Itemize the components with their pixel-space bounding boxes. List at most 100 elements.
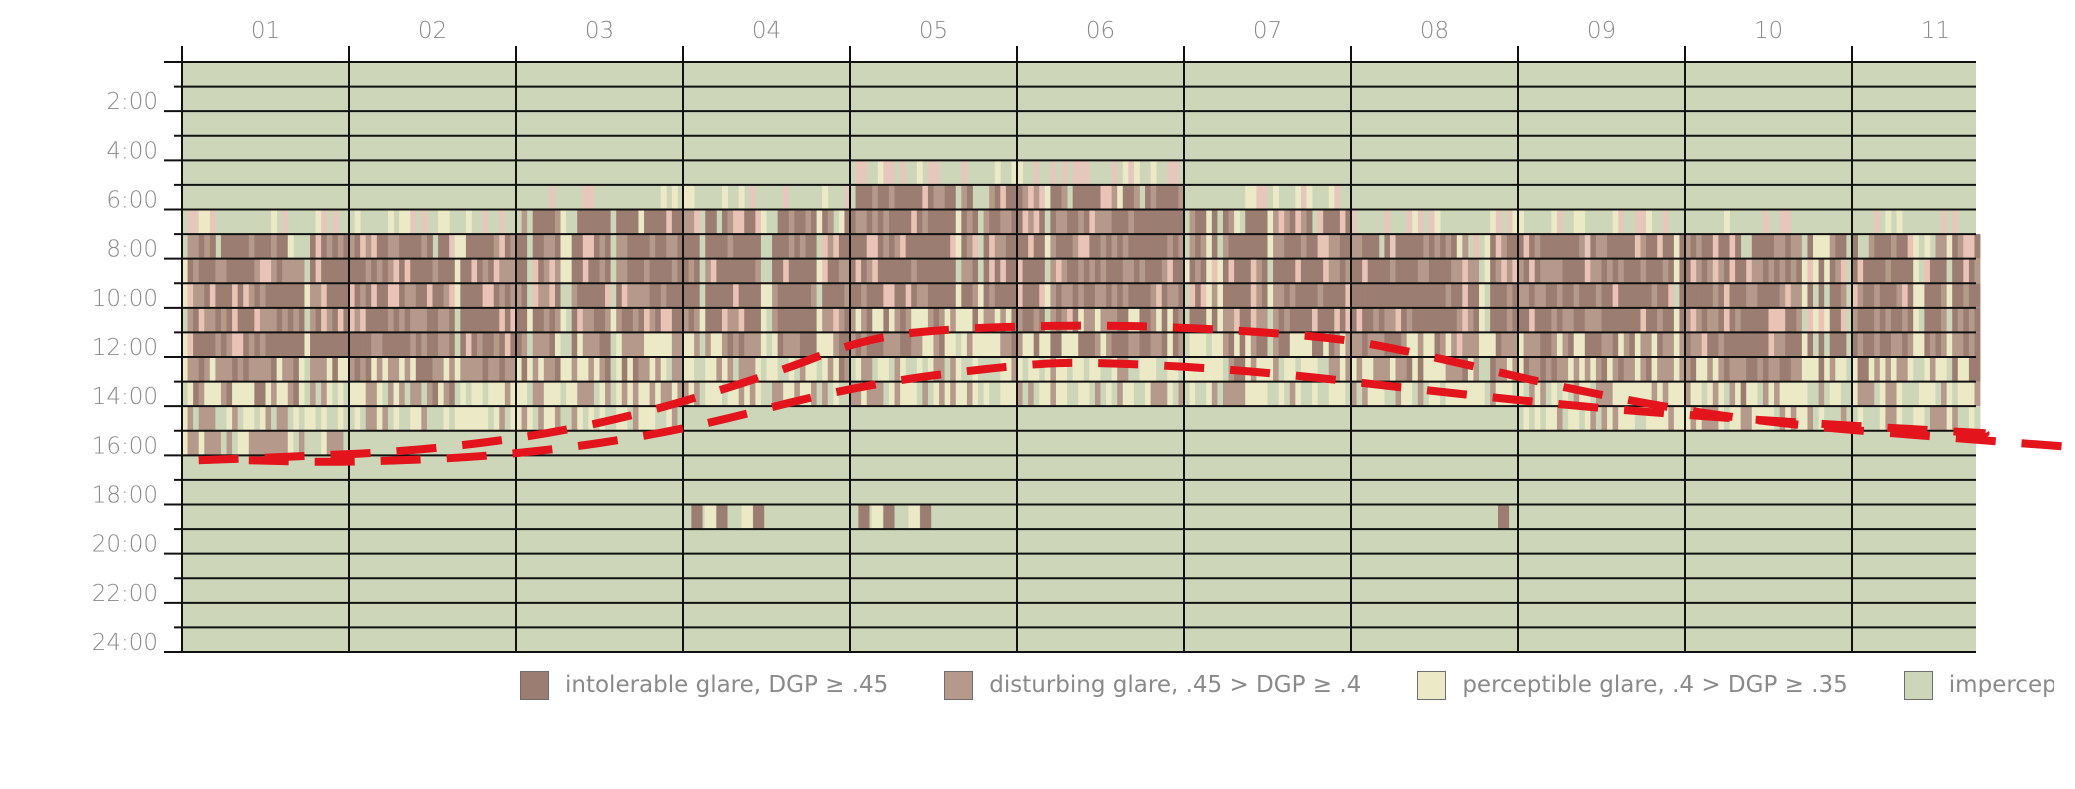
glare-cell — [1100, 184, 1107, 210]
glare-cell — [1000, 381, 1007, 407]
glare-cell — [933, 209, 940, 235]
glare-cell — [354, 283, 361, 308]
glare-cell — [605, 357, 612, 382]
glare-cell — [927, 357, 934, 382]
glare-cell — [766, 307, 773, 333]
glare-cell — [438, 209, 445, 235]
glare-cell — [499, 209, 506, 235]
glare-cell — [1595, 357, 1602, 382]
glare-cell — [1250, 209, 1257, 235]
glare-cell — [983, 258, 990, 284]
glare-cell — [187, 381, 194, 407]
glare-cell — [543, 283, 550, 308]
glare-cell — [699, 381, 706, 407]
glare-cell — [749, 234, 756, 259]
glare-cell — [683, 332, 689, 357]
glare-cell — [705, 357, 712, 382]
glare-cell — [1044, 184, 1051, 210]
glare-cell — [1701, 234, 1708, 259]
glare-cell — [794, 209, 801, 235]
glare-cell — [644, 381, 650, 407]
glare-cell — [1267, 234, 1274, 259]
glare-cell — [426, 234, 433, 259]
glare-cell — [1028, 307, 1035, 333]
glare-cell — [1378, 307, 1385, 333]
glare-cell — [1629, 258, 1636, 284]
glare-cell — [922, 357, 929, 382]
glare-cell — [1746, 357, 1753, 382]
glare-cell — [1267, 283, 1274, 308]
glare-cell — [933, 258, 940, 284]
glare-cell — [1206, 209, 1213, 235]
glare-cell — [410, 406, 417, 431]
glare-cell — [1117, 332, 1124, 357]
glare-cell — [1384, 307, 1391, 333]
glare-cell — [482, 307, 489, 333]
glare-cell — [337, 307, 344, 333]
glare-cell — [1818, 283, 1825, 308]
overlay-dashed-curve — [198, 321, 2075, 465]
y-tick-label: 16:00 — [92, 433, 158, 459]
glare-cell — [410, 357, 417, 382]
glare-cell — [772, 234, 779, 259]
glare-cell — [1083, 381, 1090, 407]
glare-cell — [493, 381, 500, 407]
glare-cell — [1189, 234, 1196, 259]
glare-cell — [393, 283, 400, 308]
glare-cell — [182, 258, 188, 284]
glare-cell — [1061, 209, 1068, 235]
glare-cell — [1935, 234, 1942, 259]
glare-cell — [616, 209, 623, 235]
glare-cell — [1106, 381, 1113, 407]
glare-cell — [1195, 332, 1202, 357]
glare-cell — [972, 332, 979, 357]
glare-cell — [766, 357, 773, 382]
glare-cell — [738, 357, 745, 382]
glare-cell — [1017, 160, 1023, 185]
glare-cell — [1273, 332, 1280, 357]
glare-cell — [599, 357, 606, 382]
glare-cell — [1735, 234, 1742, 259]
glare-cell — [1206, 258, 1213, 284]
glare-cell — [627, 258, 634, 284]
glare-cell — [1228, 283, 1235, 308]
glare-cell — [644, 283, 650, 308]
glare-cell — [1924, 357, 1931, 382]
glare-cell — [1000, 209, 1007, 235]
glare-cell — [426, 332, 433, 357]
glare-cell — [660, 184, 667, 210]
glare-cell — [1913, 234, 1920, 259]
glare-cell — [1868, 332, 1875, 357]
glare-cell — [1139, 307, 1146, 333]
glare-cell — [1000, 258, 1007, 284]
glare-cell — [1273, 381, 1280, 407]
glare-cell — [1256, 283, 1263, 308]
glare-cell — [966, 209, 973, 235]
glare-cell — [1094, 283, 1101, 308]
glare-cell — [1846, 234, 1853, 259]
glare-cell — [1929, 258, 1936, 284]
glare-cell — [343, 258, 350, 284]
glare-cell — [1395, 283, 1402, 308]
glare-cell — [204, 234, 211, 259]
glare-cell — [738, 258, 745, 284]
glare-cell — [710, 332, 717, 357]
glare-cell — [783, 184, 790, 210]
glare-cell — [1384, 283, 1391, 308]
glare-cell — [844, 258, 851, 284]
glare-cell — [1712, 258, 1719, 284]
glare-cell — [1312, 283, 1318, 308]
glare-cell — [1662, 209, 1669, 235]
glare-cell — [1017, 258, 1023, 284]
glare-cell — [1083, 209, 1090, 235]
glare-cell — [1184, 234, 1190, 259]
glare-cell — [1595, 307, 1602, 333]
y-tick-label: 14:00 — [92, 384, 158, 410]
glare-cell — [1824, 332, 1831, 357]
glare-cell — [1440, 258, 1447, 284]
glare-cell — [1690, 381, 1697, 407]
glare-cell — [1117, 307, 1124, 333]
glare-cell — [749, 209, 756, 235]
glare-cell — [1618, 381, 1625, 407]
glare-cell — [1929, 283, 1936, 308]
